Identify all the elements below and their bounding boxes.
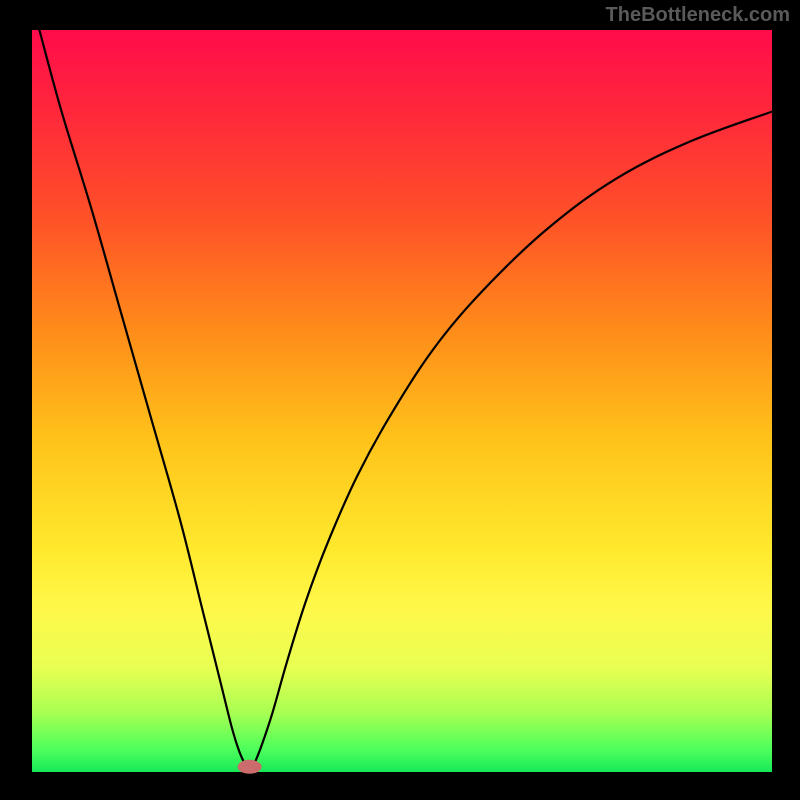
plot-background (32, 30, 772, 772)
bottleneck-chart (0, 0, 800, 800)
chart-container: TheBottleneck.com (0, 0, 800, 800)
watermark-text: TheBottleneck.com (606, 4, 790, 27)
optimum-marker (238, 760, 262, 774)
